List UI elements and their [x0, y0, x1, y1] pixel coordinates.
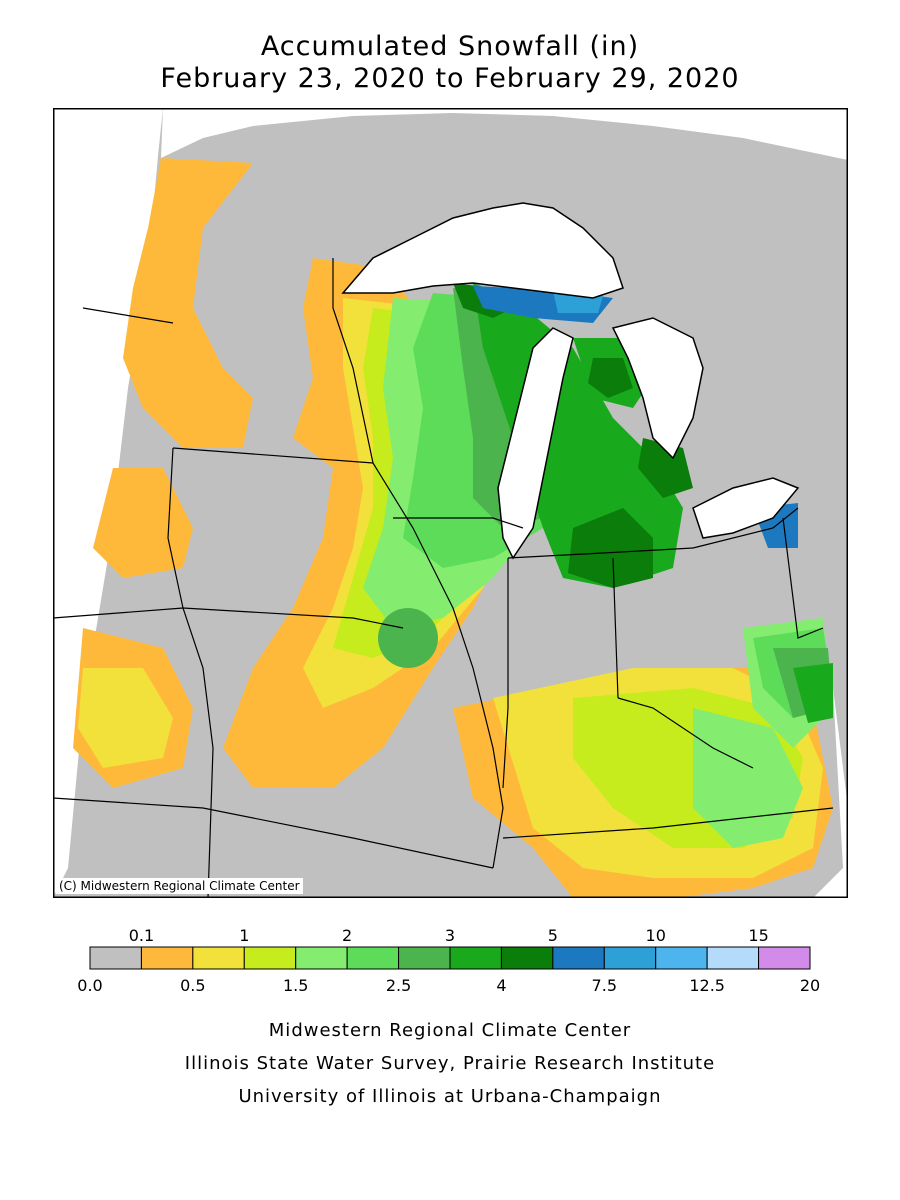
- legend-bottom-label: 2.5: [386, 976, 411, 995]
- legend-bottom-label: 0.5: [180, 976, 205, 995]
- snow-4-5-zones: [453, 283, 693, 588]
- legend-swatch: [243, 946, 297, 970]
- copyright-credit: (C) Midwestern Regional Climate Center: [56, 878, 303, 894]
- legend-top-label: 2: [342, 926, 352, 945]
- footer-university: University of Illinois at Urbana-Champai…: [238, 1086, 662, 1107]
- legend-scale: 0.1 1 2 3 5 10 15 0.0 0.5 1.5 2.5 4 7.5 12.5 20: [77, 926, 820, 995]
- legend-bottom-label: 7.5: [592, 976, 617, 995]
- legend-top-label: 15: [748, 926, 768, 945]
- lake-michigan: [497, 327, 574, 560]
- border-oh-ky: [617, 697, 754, 769]
- map-date-range: February 23, 2020 to February 29, 2020: [160, 63, 740, 94]
- legend-bottom-label: 4: [496, 976, 506, 995]
- border-in-mi: [507, 547, 694, 559]
- border-wi-il: [393, 517, 524, 529]
- border-mo-ar: [52, 797, 494, 869]
- border-mn-ia: [172, 447, 374, 464]
- legend-bottom-label: 20: [800, 976, 820, 995]
- outside-region-right: [813, 688, 848, 898]
- lake-superior: [341, 202, 624, 299]
- legend-swatch: [655, 946, 708, 970]
- legend-top-label: 0.1: [129, 926, 154, 945]
- border-mississippi: [372, 462, 504, 869]
- lake-huron: [611, 317, 704, 460]
- map-border: [53, 108, 848, 898]
- footer-survey: Illinois State Water Survey, Prairie Res…: [184, 1053, 716, 1074]
- map-canvas: [52, 108, 848, 899]
- legend-swatch: [398, 946, 451, 970]
- legend-top-label: 1: [239, 926, 249, 945]
- legend-swatch: [295, 946, 348, 970]
- legend-swatch: [758, 946, 811, 970]
- state-borders: [52, 258, 834, 899]
- lake-erie: [692, 477, 800, 539]
- border-ia-mo: [182, 607, 404, 629]
- border-mn-sd: [167, 447, 214, 899]
- border-ne-ks: [52, 607, 184, 619]
- outside-region-top: [161, 108, 848, 160]
- legend-swatch: [552, 946, 605, 970]
- legend-swatch: [706, 946, 760, 970]
- legend-bottom-label: 12.5: [689, 976, 725, 995]
- legend-top-label: 10: [646, 926, 666, 945]
- map-title: Accumulated Snowfall (in): [260, 31, 640, 62]
- border-il-in: [502, 558, 509, 789]
- border-oh-pa: [782, 517, 824, 639]
- legend-bottom-label: 1.5: [283, 976, 308, 995]
- legend-top-label: 5: [548, 926, 558, 945]
- great-lakes: [341, 202, 800, 560]
- border-in-oh: [612, 557, 619, 699]
- snowfall-map: [52, 108, 848, 899]
- border-ky-tn: [502, 807, 834, 839]
- legend-swatch: [89, 946, 142, 970]
- border-wi-mn: [332, 258, 374, 464]
- legend-swatch: [192, 946, 245, 970]
- color-legend: 0.1 1 2 3 5 10 15 0.0 0.5 1.5 2.5 4 7.5 12.5 20: [0, 915, 900, 1005]
- legend-bottom-label: 0.0: [77, 976, 102, 995]
- legend-swatch: [140, 946, 194, 970]
- legend-swatch: [500, 946, 554, 970]
- legend-swatch: [346, 946, 400, 970]
- footer-org: Midwestern Regional Climate Center: [268, 1020, 632, 1041]
- legend-swatch: [603, 946, 657, 970]
- border-mi-oh: [692, 507, 799, 549]
- border-nd-sd: [82, 307, 174, 324]
- legend-top-label: 3: [445, 926, 455, 945]
- legend-swatch: [449, 946, 502, 970]
